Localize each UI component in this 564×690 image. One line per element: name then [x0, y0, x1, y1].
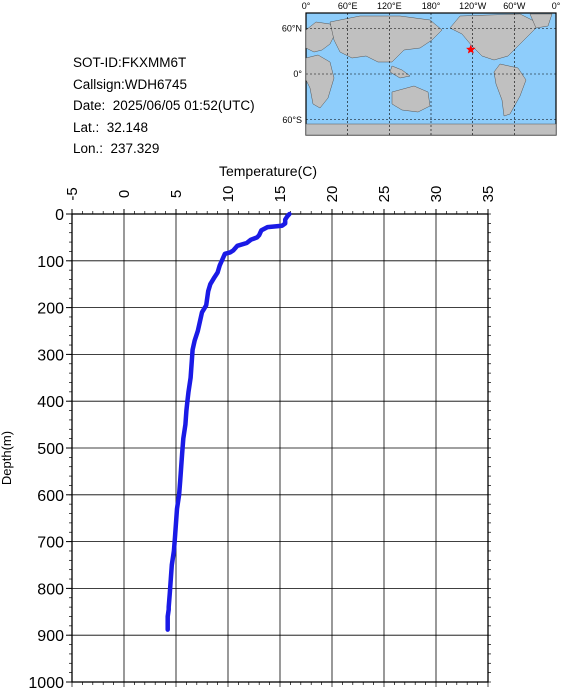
map-lon-label: 180° [422, 1, 441, 11]
y-tick-label: 200 [37, 301, 64, 318]
latitude-text: Lat.: 32.148 [73, 119, 149, 135]
y-tick-label: 300 [37, 347, 64, 364]
map-lat-label: 60°N [282, 23, 302, 33]
x-tick-label: -5 [64, 187, 81, 200]
plot-frame [71, 213, 489, 683]
x-tick-label: 5 [168, 190, 185, 198]
x-tick-label: 10 [220, 186, 237, 203]
y-tick-label: 400 [37, 394, 64, 411]
map-lon-label: 120°W [459, 1, 487, 11]
temperature-profile-line [165, 211, 292, 632]
x-tick-label: 30 [428, 186, 445, 203]
x-tick-label: 35 [480, 186, 497, 203]
y-tick-label: 500 [37, 441, 64, 458]
y-tick-label: 0 [55, 207, 64, 224]
y-tick-label: 800 [37, 581, 64, 598]
map-lon-label: 120°E [377, 1, 402, 11]
x-axis-title: Temperature(C) [219, 163, 317, 179]
map-lat-label: 0° [293, 69, 302, 79]
y-tick-label: 600 [37, 488, 64, 505]
y-tick-label: 900 [37, 628, 64, 645]
world-location-map: 0° 60°E 120°E 180° 120°W 60°W 0° 60°N 0° 60°S [282, 1, 561, 136]
x-tick-label: 20 [324, 186, 341, 203]
callsign-text: Callsign:WDH6745 [73, 76, 188, 92]
sot-id-text: SOT-ID:FKXMM6T [73, 55, 187, 70]
map-lon-label: 0° [552, 1, 561, 11]
float-info-block: SOT-ID:FKXMM6T Callsign:WDH6745 Date: 20… [73, 52, 255, 160]
location-marker-star-icon [466, 44, 476, 54]
x-tick-label: 25 [376, 186, 393, 203]
map-lat-label: 60°S [282, 115, 302, 125]
y-axis-title: Depth(m) [0, 431, 14, 485]
y-tick-label: 1000 [28, 675, 64, 690]
date-text: Date: 2025/06/05 01:52(UTC) [73, 98, 255, 113]
longitude-text: Lon.: 237.329 [73, 141, 160, 156]
map-land [305, 13, 557, 136]
x-tick-label: 0 [116, 190, 133, 198]
y-tick-label: 100 [37, 254, 64, 271]
map-lon-label: 60°W [503, 1, 526, 11]
map-lon-label: 60°E [338, 1, 358, 11]
map-lon-label: 0° [302, 1, 311, 11]
x-tick-label: 15 [272, 186, 289, 203]
y-tick-label: 700 [37, 535, 64, 552]
